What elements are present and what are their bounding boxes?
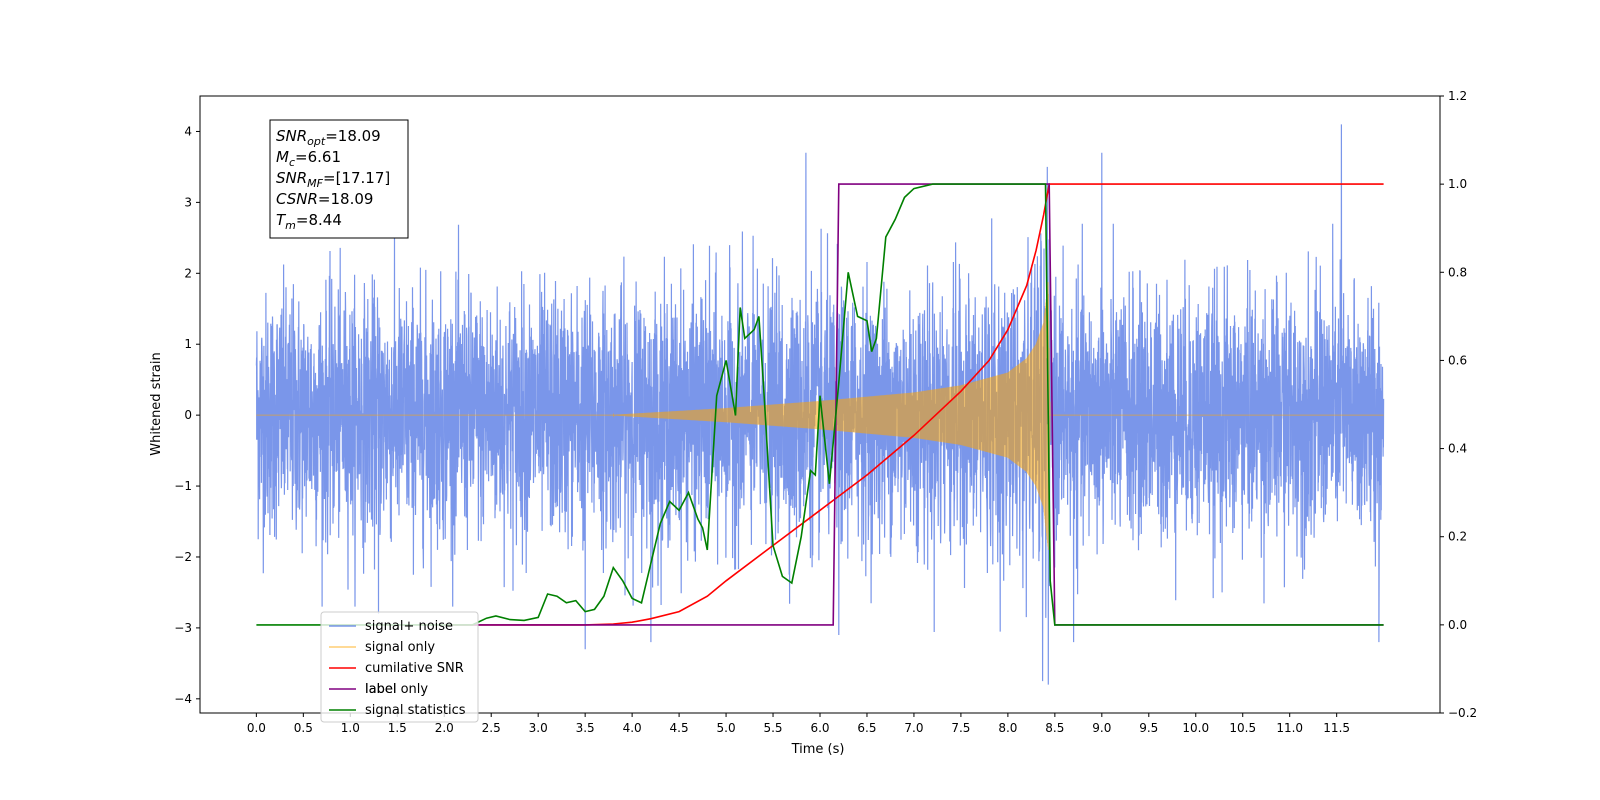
y-tick-label: 2 [184, 266, 192, 280]
x-tick-label: 11.0 [1276, 721, 1303, 735]
annotation-line: SNRMF=[17.17] [276, 169, 390, 190]
x-tick-label: 10.0 [1182, 721, 1209, 735]
y-tick-label: −3 [174, 621, 192, 635]
y-tick-label: 1 [184, 337, 192, 351]
x-axis-label: Time (s) [791, 742, 845, 757]
series-cumulative-snr [444, 183, 1384, 626]
y-tick-label: 4 [184, 124, 192, 138]
annotation-line: SNRopt=18.09 [276, 127, 381, 148]
y2-tick-label: −0.2 [1448, 706, 1477, 720]
x-tick-label: 0.0 [247, 721, 266, 735]
x-tick-label: 8.5 [1045, 721, 1064, 735]
y-tick-label: 3 [184, 195, 192, 209]
x-tick-label: 2.0 [435, 721, 454, 735]
y2-tick-label: 1.2 [1448, 89, 1467, 103]
x-tick-label: 4.0 [623, 721, 642, 735]
legend-entry: label [365, 682, 396, 697]
legend-entry: cumilative SNR [365, 661, 464, 676]
y2-tick-label: 0.2 [1448, 530, 1467, 544]
annotation-line: Mc=6.61 [276, 148, 341, 169]
legend-hidden-text: label only [365, 682, 428, 697]
x-tick-label: 4.5 [670, 721, 689, 735]
legend: label only signal+ noise signal only cumila… [320, 611, 479, 723]
x-tick-label: 1.5 [388, 721, 407, 735]
x-tick-label: 7.5 [951, 721, 970, 735]
series-signal-statistics [256, 183, 1384, 626]
x-tick-label: 2.5 [482, 721, 501, 735]
x-tick-label: 7.0 [904, 721, 923, 735]
x-tick-label: 3.5 [576, 721, 595, 735]
annotation-box: SNRopt=18.09Mc=6.61SNRMF=[17.17]CSNR=18.… [269, 119, 409, 239]
y2-tick-label: 1.0 [1448, 177, 1467, 191]
x-tick-label: 0.5 [294, 721, 313, 735]
legend-entry: signal statistics [365, 703, 466, 718]
y-tick-label: −2 [174, 550, 192, 564]
x-tick-label: 6.5 [857, 721, 876, 735]
y2-tick-label: 0.6 [1448, 353, 1467, 367]
x-tick-label: 9.5 [1139, 721, 1158, 735]
x-tick-label: 9.0 [1092, 721, 1111, 735]
x-tick-label: 5.5 [763, 721, 782, 735]
x-tick-label: 6.0 [810, 721, 829, 735]
y2-tick-label: 0.8 [1448, 265, 1467, 279]
y2-tick-label: 0.4 [1448, 442, 1467, 456]
legend-frame [320, 611, 479, 723]
y-tick-label: −4 [174, 692, 192, 706]
y-tick-label: 0 [184, 408, 192, 422]
x-tick-label: 10.5 [1229, 721, 1256, 735]
annotation-line: Tm=8.44 [276, 211, 342, 232]
axes: 0.0 0.5 1.0 1.5 2.0 2.5 3.0 3.5 4.0 4.5 5.0 5.5 6.0 6… [174, 89, 1477, 735]
legend-entry: signal only [365, 640, 435, 655]
annotation-frame [269, 119, 409, 239]
y2-tick-label: 0.0 [1448, 618, 1467, 632]
annotation-line: CSNR=18.09 [276, 190, 373, 208]
x-tick-label: 11.5 [1323, 721, 1350, 735]
x-tick-label: 3.0 [529, 721, 548, 735]
y-axis-label: Whitened strain [149, 352, 164, 455]
legend-entry: signal+ noise [365, 619, 453, 634]
x-tick-label: 1.0 [341, 721, 360, 735]
x-tick-label: 8.0 [998, 721, 1017, 735]
x-tick-label: 5.0 [717, 721, 736, 735]
y-tick-label: −1 [174, 479, 192, 493]
plot-area [255, 124, 1385, 685]
